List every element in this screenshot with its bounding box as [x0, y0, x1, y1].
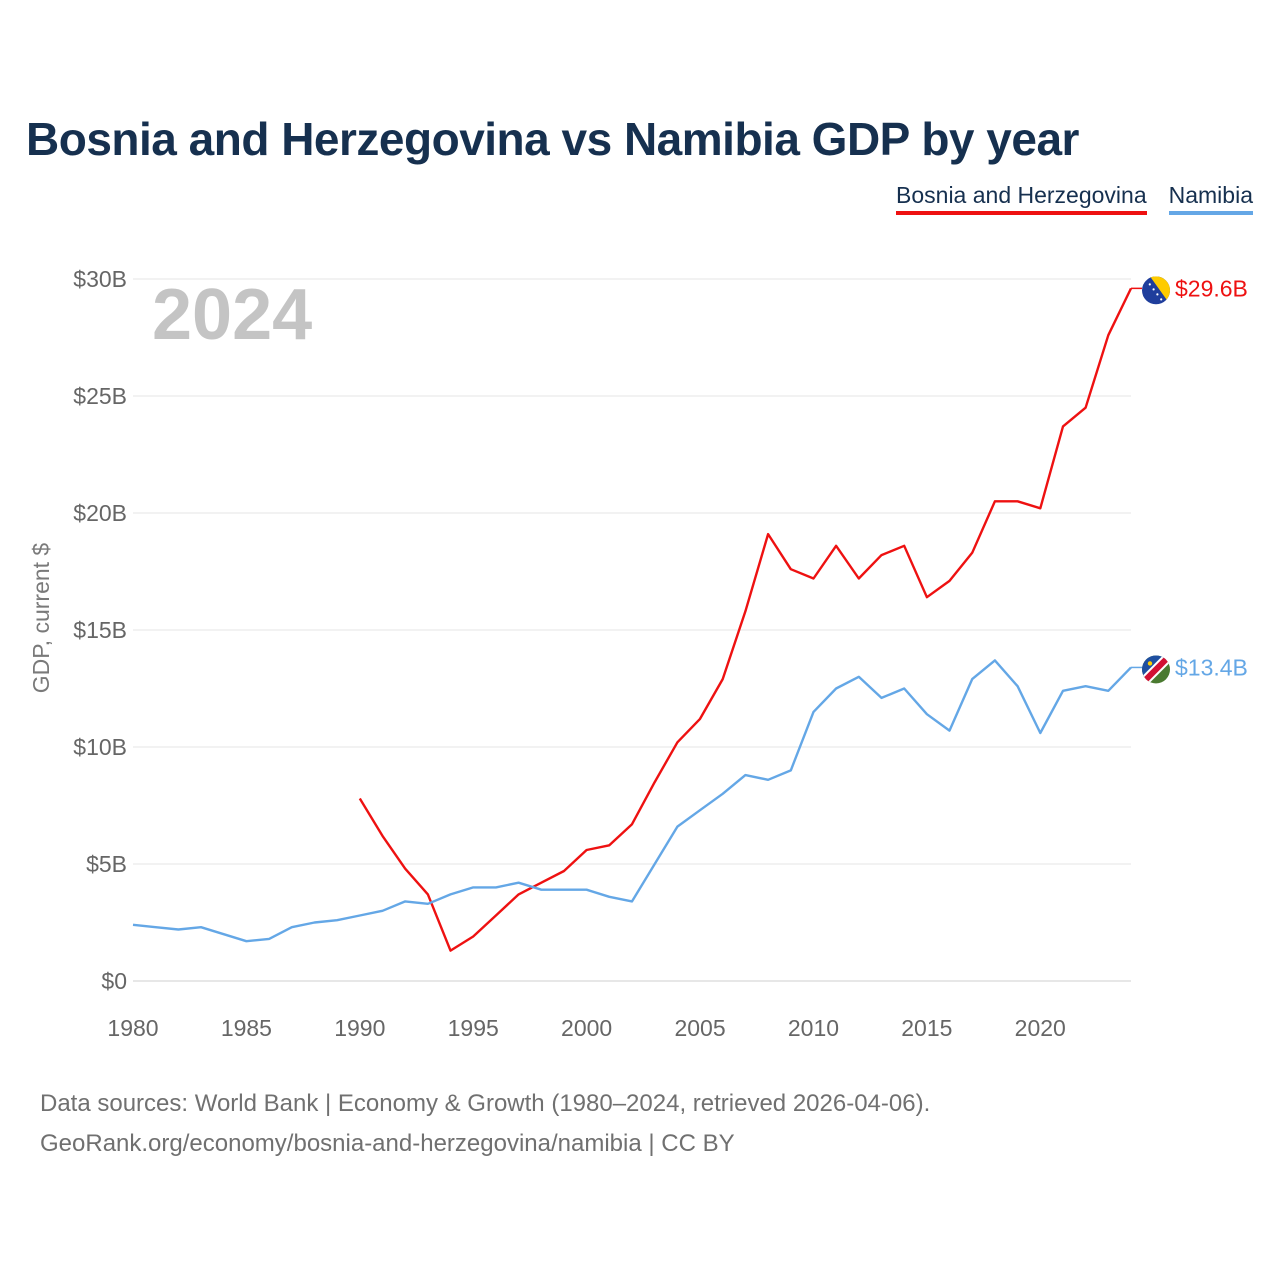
data-sources: Data sources: World Bank | Economy & Gro…	[40, 1090, 931, 1117]
legend: Bosnia and Herzegovina Namibia	[896, 182, 1253, 215]
source-url[interactable]: GeoRank.org/economy/bosnia-and-herzegovi…	[40, 1130, 735, 1157]
y-tick-label: $30B	[73, 266, 127, 292]
series-line-bosnia[interactable]	[358, 287, 1133, 952]
x-tick-label: 2005	[674, 1015, 725, 1041]
y-tick-label: $15B	[73, 617, 127, 643]
y-tick-label: $0	[101, 968, 127, 994]
x-tick-label: 2010	[788, 1015, 839, 1041]
year-watermark: 2024	[152, 275, 312, 355]
end-value-label-namibia: $13.4B	[1175, 654, 1248, 680]
namibia-flag-icon	[1142, 655, 1170, 684]
x-tick-label: 2015	[901, 1015, 952, 1041]
x-tick-label: 1995	[448, 1015, 499, 1041]
y-tick-label: $10B	[73, 734, 127, 760]
y-axis-label: GDP, current $	[28, 543, 54, 694]
footer: Data sources: World Bank | Economy & Gro…	[40, 1084, 930, 1164]
legend-item-namibia[interactable]: Namibia	[1168, 182, 1253, 215]
legend-item-bosnia[interactable]: Bosnia and Herzegovina	[896, 182, 1147, 215]
x-tick-label: 2020	[1015, 1015, 1066, 1041]
chart-title: Bosnia and Herzegovina vs Namibia GDP by…	[26, 113, 1079, 165]
series-line-namibia[interactable]	[132, 659, 1132, 943]
x-tick-label: 1980	[107, 1015, 158, 1041]
x-tick-label: 1985	[221, 1015, 272, 1041]
x-tick-label: 2000	[561, 1015, 612, 1041]
gdp-line-chart: 2024 $0 $5B $10B $15B $20B $25B $30B 1980 1985 19…	[28, 266, 1248, 1041]
y-tick-label: $25B	[73, 383, 127, 409]
bosnia-flag-icon	[1142, 276, 1170, 305]
y-tick-label: $20B	[73, 500, 127, 526]
x-tick-label: 1990	[334, 1015, 385, 1041]
end-value-label-bosnia: $29.6B	[1175, 275, 1248, 301]
y-tick-label: $5B	[86, 851, 127, 877]
